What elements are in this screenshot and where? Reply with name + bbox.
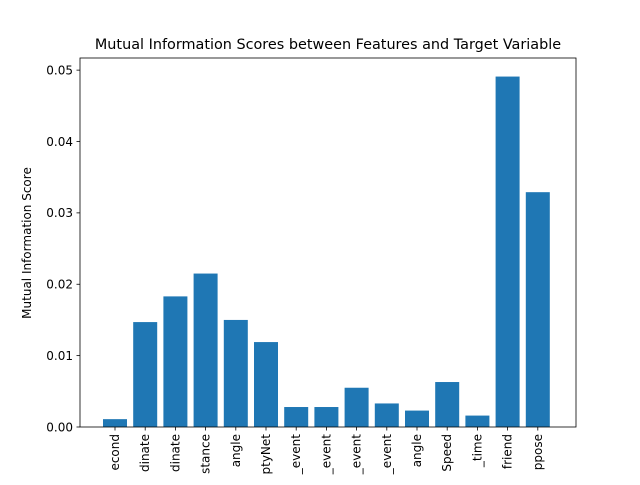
bar (284, 407, 309, 427)
x-tick-label: _time (470, 434, 484, 468)
y-tick-label: 0.00 (46, 420, 73, 434)
bar (223, 319, 248, 427)
y-tick-label: 0.04 (46, 135, 73, 149)
y-tick-label: 0.01 (46, 349, 73, 363)
bar (374, 403, 399, 427)
x-tick-label: _event (319, 434, 333, 475)
x-tick-label: angle (410, 434, 424, 467)
x-tick-label: econd (108, 434, 122, 471)
y-tick-label: 0.02 (46, 278, 73, 292)
bar (163, 296, 188, 427)
y-tick-label: 0.05 (46, 63, 73, 77)
bars-group (103, 76, 550, 427)
bar (525, 192, 550, 427)
y-axis-label: Mutual Information Score (20, 167, 34, 319)
bar (344, 387, 369, 427)
y-axis-ticks: 0.00 0.01 0.02 0.03 0.04 0.05 (46, 63, 80, 434)
bar (133, 322, 158, 427)
x-tick-label: _event (380, 434, 394, 475)
x-tick-label: dinate (168, 434, 182, 472)
x-tick-label: _event (289, 434, 303, 475)
bar (465, 415, 490, 427)
x-tick-label: friend (501, 434, 515, 469)
plot-frame (79, 57, 577, 428)
bar (254, 342, 278, 427)
x-tick-label: stance (199, 434, 213, 474)
y-tick-label: 0.03 (46, 206, 73, 220)
bar (495, 76, 520, 427)
bar (103, 419, 127, 427)
x-tick-label: _event (350, 434, 364, 475)
chart-title: Mutual Information Scores between Featur… (95, 37, 561, 53)
bar (314, 407, 339, 427)
bar (435, 382, 460, 427)
x-tick-label: ppose (531, 434, 545, 470)
bar (405, 410, 429, 427)
x-tick-label: dinate (138, 434, 152, 472)
x-tick-label: angle (229, 434, 243, 467)
x-axis-ticks: econd dinate dinate stance angle ptyNet _event… (108, 427, 545, 475)
x-tick-label: Speed (440, 434, 454, 472)
x-tick-label: ptyNet (259, 434, 273, 475)
bar (193, 273, 218, 427)
